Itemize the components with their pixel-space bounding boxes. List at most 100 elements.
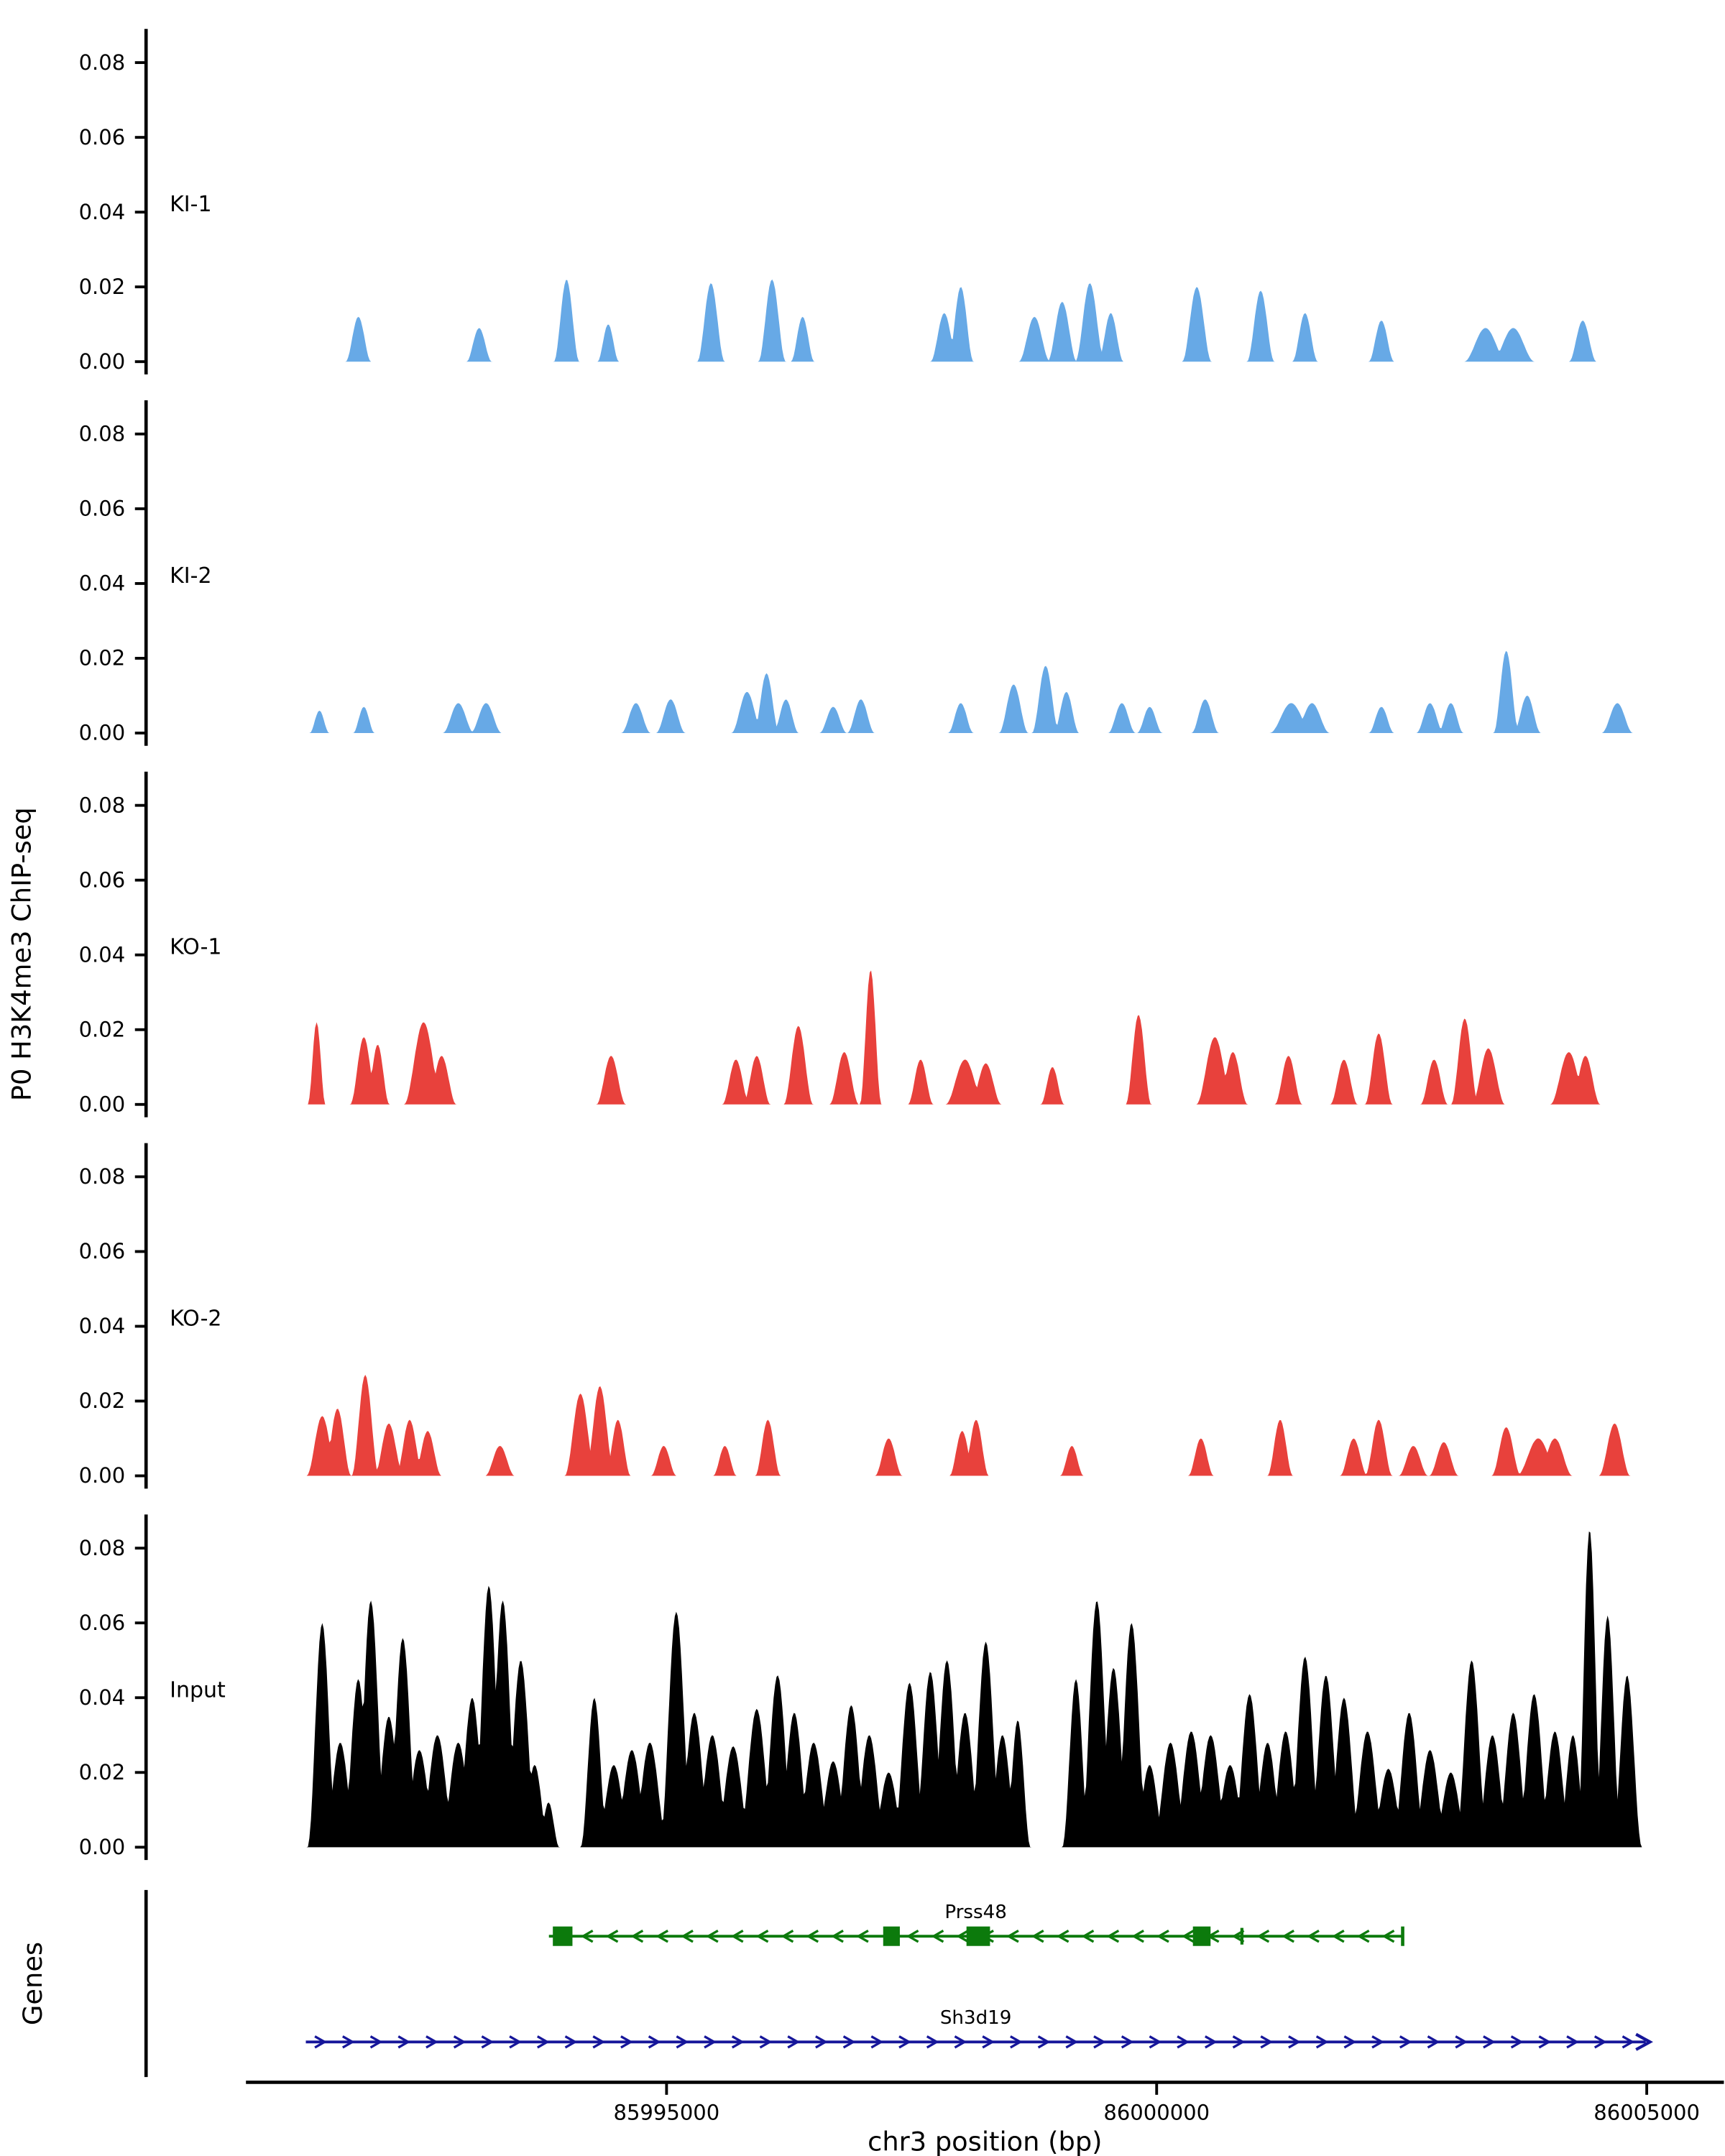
strand-arrow-icon xyxy=(676,2035,689,2049)
y-tick-label: 0.02 xyxy=(79,275,126,299)
x-tick-label: 86000000 xyxy=(1103,2101,1210,2125)
strand-arrow-icon xyxy=(648,2035,661,2049)
strand-arrow-icon xyxy=(605,1930,619,1943)
strand-arrow-icon xyxy=(1510,2035,1524,2049)
track-KO-2-area xyxy=(146,1375,1723,1476)
strand-arrow-icon xyxy=(755,1930,769,1943)
strand-arrow-icon xyxy=(426,2035,438,2049)
strand-arrow-icon xyxy=(1288,2035,1301,2049)
strand-arrow-icon xyxy=(806,1930,819,1943)
y-tick-label: 0.00 xyxy=(79,349,126,374)
y-tick-label: 0.08 xyxy=(79,422,126,446)
strand-arrow-icon xyxy=(1156,1930,1169,1943)
gene-Prss48-label: Prss48 xyxy=(944,1902,1006,1923)
strand-arrow-icon xyxy=(1181,1930,1195,1943)
strand-arrow-icon xyxy=(1343,2035,1357,2049)
strand-arrow-icon xyxy=(1232,2035,1246,2049)
strand-arrow-icon xyxy=(706,1930,719,1943)
strand-arrow-icon xyxy=(620,2035,633,2049)
strand-arrow-icon xyxy=(815,2035,828,2049)
y-tick-label: 0.08 xyxy=(79,1164,126,1189)
strand-arrow-icon xyxy=(954,2035,967,2049)
y-tick-label: 0.06 xyxy=(79,497,126,521)
strand-arrow-icon xyxy=(630,1930,644,1943)
gene-Prss48: Prss48 xyxy=(548,1902,1404,1946)
strand-arrow-icon xyxy=(580,1930,594,1943)
strand-arrow-icon xyxy=(1381,1930,1395,1943)
track-KI-1: 0.00 0.02 0.04 0.06 0.08 KI-1 xyxy=(79,29,1723,375)
strand-arrow-icon xyxy=(1006,1930,1019,1943)
y-tick-label: 0.00 xyxy=(79,1092,126,1116)
strand-arrow-icon xyxy=(1483,2035,1496,2049)
strand-arrow-icon xyxy=(1106,1930,1120,1943)
strand-arrow-icon xyxy=(314,2035,327,2049)
y-tick-label: 0.04 xyxy=(79,200,126,224)
strand-arrow-icon xyxy=(341,2035,355,2049)
strand-arrow-icon xyxy=(1399,2035,1412,2049)
strand-arrow-icon xyxy=(592,2035,606,2049)
y-tick-label: 0.08 xyxy=(79,1536,126,1560)
y-tick-label: 0.02 xyxy=(79,1388,126,1413)
strand-arrow-icon xyxy=(1371,2035,1384,2049)
track-Input-area xyxy=(146,1531,1723,1848)
y-tick-label: 0.00 xyxy=(79,1463,126,1488)
strand-arrow-icon xyxy=(931,1930,944,1943)
track-KI-1-label: KI-1 xyxy=(170,192,211,217)
y-tick-label: 0.08 xyxy=(79,50,126,75)
exon-box xyxy=(553,1926,573,1946)
signal-tracks: 0.00 0.02 0.04 0.06 0.08 KI-1 0.00 0.02 0.04 0.06… xyxy=(79,29,1723,1861)
strand-arrow-icon xyxy=(564,2035,578,2049)
strand-arrow-icon xyxy=(453,2035,466,2049)
y-tick-label: 0.02 xyxy=(79,1017,126,1041)
gene-track: Prss48 Sh3d19 xyxy=(144,1889,1653,2078)
strand-arrow-icon xyxy=(1010,2035,1023,2049)
track-KO-1-area xyxy=(146,970,1723,1105)
y-tick-label: 0.06 xyxy=(79,867,126,892)
y-tick-label: 0.04 xyxy=(79,942,126,967)
track-KI-2-label: KI-2 xyxy=(170,563,211,589)
y-tick-label: 0.00 xyxy=(79,721,126,745)
strand-arrow-icon xyxy=(1177,2035,1190,2049)
strand-arrow-icon xyxy=(1056,1930,1070,1943)
y-tick-label: 0.02 xyxy=(79,1760,126,1784)
strand-arrow-icon xyxy=(842,2035,856,2049)
track-KI-2: 0.00 0.02 0.04 0.06 0.08 KI-2 xyxy=(79,400,1723,746)
strand-arrow-icon xyxy=(1307,1930,1320,1943)
strand-arrow-icon xyxy=(681,1930,694,1943)
track-Input-label: Input xyxy=(170,1677,226,1703)
strand-arrow-icon xyxy=(1282,1930,1294,1943)
y-tick-label: 0.06 xyxy=(79,1611,126,1635)
strand-arrow-icon xyxy=(1260,2035,1274,2049)
strand-arrow-icon xyxy=(1455,2035,1468,2049)
strand-arrow-icon xyxy=(536,2035,550,2049)
strand-arrow-icon xyxy=(369,2035,383,2049)
strand-arrow-icon xyxy=(1081,1930,1095,1943)
gene-Sh3d19: Sh3d19 xyxy=(305,2007,1653,2051)
strand-arrow-icon xyxy=(1635,2032,1653,2051)
y-tick-label: 0.06 xyxy=(79,125,126,149)
strand-arrow-icon xyxy=(1065,2035,1079,2049)
y-tick-label: 0.08 xyxy=(79,793,126,817)
strand-arrow-icon xyxy=(1622,2035,1635,2049)
strand-arrow-icon xyxy=(1315,2035,1329,2049)
y-tick-label: 0.04 xyxy=(79,1314,126,1338)
strand-arrow-icon xyxy=(1031,1930,1044,1943)
y-tick-label: 0.04 xyxy=(79,1685,126,1710)
x-axis-label: chr3 position (bp) xyxy=(868,2126,1102,2156)
strand-arrow-icon xyxy=(870,2035,884,2049)
track-KO-2: 0.00 0.02 0.04 0.06 0.08 KO-2 xyxy=(79,1143,1723,1489)
strand-arrow-icon xyxy=(759,2035,773,2049)
track-KI-2-area xyxy=(146,650,1723,733)
x-tick-label: 86005000 xyxy=(1593,2101,1700,2125)
track-KO-1-label: KO-1 xyxy=(170,935,221,960)
strand-arrow-icon xyxy=(982,2035,995,2049)
x-tick-label: 85995000 xyxy=(614,2101,720,2125)
exon-box xyxy=(966,1926,990,1946)
y-tick-label: 0.06 xyxy=(79,1239,126,1263)
strand-arrow-icon xyxy=(1538,2035,1552,2049)
strand-arrow-icon xyxy=(704,2035,717,2049)
strand-arrow-icon xyxy=(481,2035,494,2049)
strand-arrow-icon xyxy=(898,2035,911,2049)
